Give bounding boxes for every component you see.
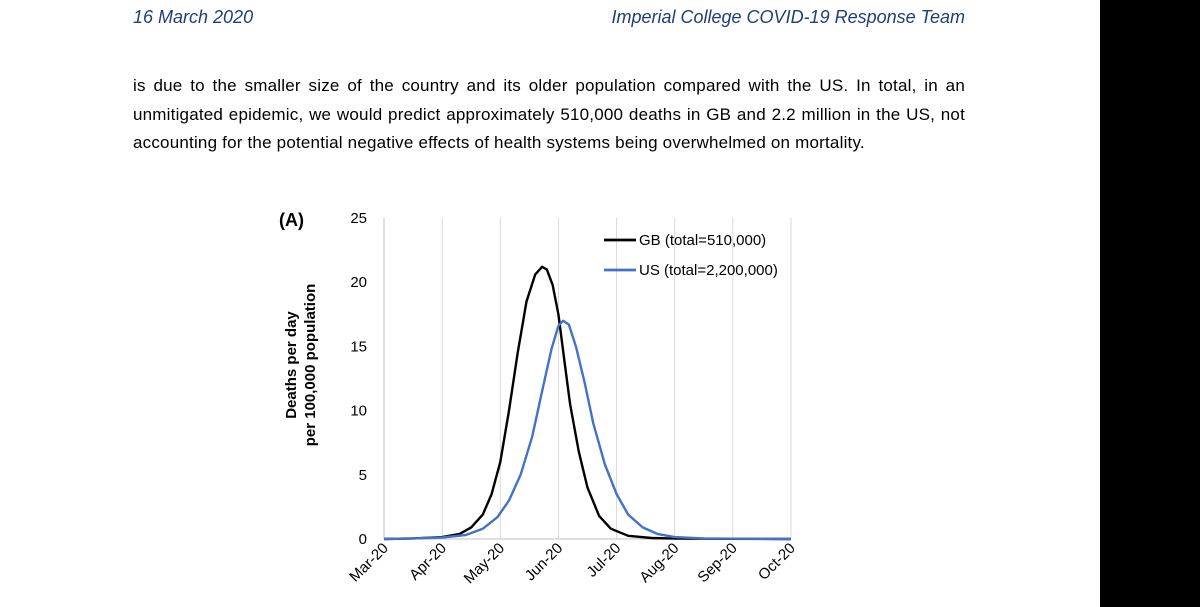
header-team: Imperial College COVID-19 Response Team [611,7,966,27]
x-tick-label: May-20 [461,540,508,587]
body-paragraph: is due to the smaller size of the countr… [133,76,965,152]
x-tick-label: Mar-20 [346,540,392,586]
y-tick-label: 15 [350,338,367,355]
line-chart: 0 5 10 15 20 25 Mar-20 Apr-20 May-20 Jun-20 Jul-20… [346,210,799,587]
series-line-gb [383,265,792,541]
y-tick-label: 0 [359,531,367,548]
panel-label: (A) [279,210,304,230]
x-tick-label: Apr-20 [406,540,450,584]
x-tick-label: Aug-20 [636,540,682,586]
x-tick-label: Jul-20 [583,540,624,581]
y-tick-label: 20 [350,274,367,291]
y-tick-label: 5 [359,467,367,484]
x-tick-label: Sep-20 [694,540,740,586]
header-date: 16 March 2020 [133,7,254,27]
legend-label-us: US (total=2,200,000) [639,262,778,279]
right-dark-margin [1100,0,1200,607]
y-tick-label: 25 [350,210,367,227]
y-tick-label: 10 [350,403,367,420]
legend-label-gb: GB (total=510,000) [639,232,766,249]
series-line-us [383,319,792,541]
x-tick-label: Oct-20 [755,540,799,584]
x-tick-label: Jun-20 [522,540,566,584]
